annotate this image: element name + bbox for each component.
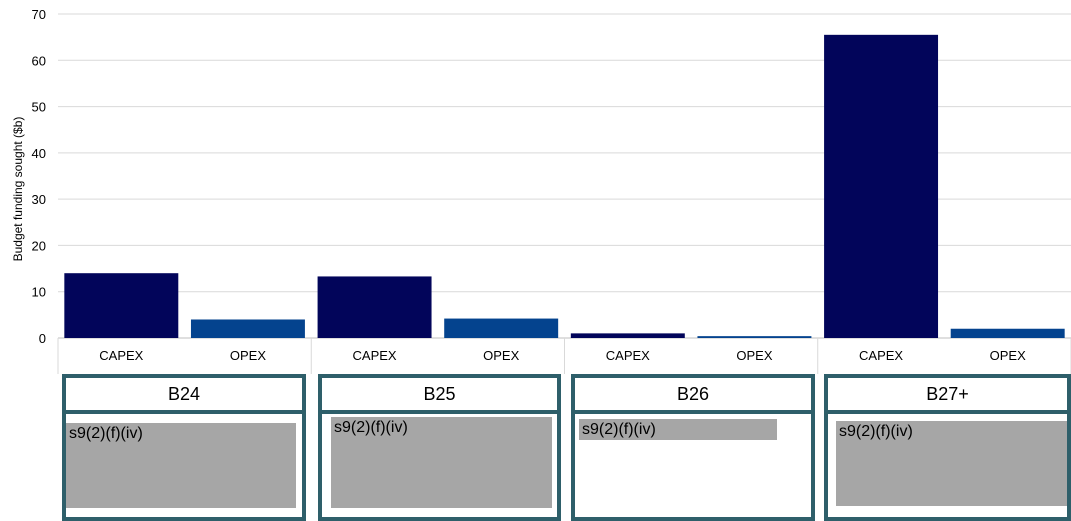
group-label-b26: B26 [571, 374, 815, 414]
x-category-label: CAPEX [606, 348, 650, 363]
y-tick-label: 70 [32, 7, 46, 22]
redaction-b24: s9(2)(f)(iv) [66, 423, 296, 508]
bar-capex-b25 [317, 276, 432, 338]
x-category-label: CAPEX [99, 348, 143, 363]
bars [64, 34, 1065, 338]
y-tick-label: 50 [32, 100, 46, 115]
x-category-label: OPEX [230, 348, 266, 363]
redaction-b25: s9(2)(f)(iv) [331, 417, 552, 508]
group-label-b25: B25 [318, 374, 561, 414]
bar-opex-b25 [444, 318, 559, 338]
redaction-b26: s9(2)(f)(iv) [579, 419, 777, 440]
category-labels: CAPEX OPEX CAPEX OPEX CAPEX OPEX CAPEX OPEX [99, 348, 1026, 363]
y-tick-label: 60 [32, 53, 46, 68]
gridlines [58, 13, 1071, 339]
bar-opex-b24 [190, 319, 305, 338]
redaction-b27: s9(2)(f)(iv) [836, 421, 1067, 506]
x-category-label: CAPEX [353, 348, 397, 363]
bar-capex-b24 [64, 273, 179, 338]
y-tick-label: 0 [39, 331, 46, 346]
y-tick-label: 40 [32, 146, 46, 161]
x-category-label: OPEX [990, 348, 1026, 363]
y-tick-label: 30 [32, 192, 46, 207]
x-category-label: CAPEX [859, 348, 903, 363]
bar-opex-b27plus [950, 328, 1065, 338]
bar-opex-b26 [697, 336, 812, 338]
bar-capex-b26 [570, 333, 685, 338]
y-axis-ticks: 0 10 20 30 40 50 60 70 [32, 7, 46, 346]
bar-capex-b27plus [824, 34, 939, 338]
x-category-label: OPEX [483, 348, 519, 363]
y-tick-label: 10 [32, 285, 46, 300]
y-tick-label: 20 [32, 238, 46, 253]
category-separators [57, 338, 1071, 374]
x-category-label: OPEX [736, 348, 772, 363]
group-label-b27: B27+ [824, 374, 1071, 414]
group-label-b24: B24 [62, 374, 306, 414]
y-axis-label: Budget funding sought ($b) [11, 117, 25, 262]
